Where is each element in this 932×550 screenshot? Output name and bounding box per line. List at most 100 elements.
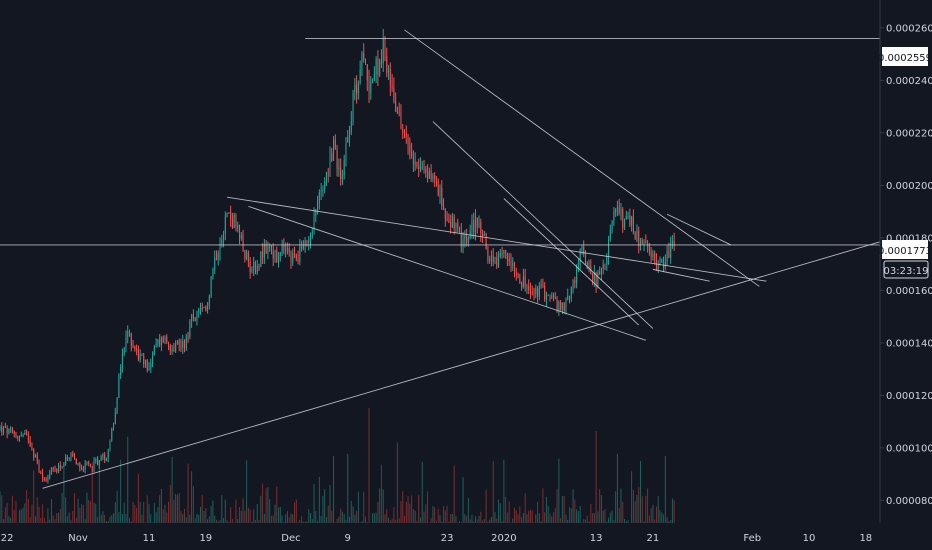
volume-bar bbox=[495, 512, 496, 523]
volume-bar bbox=[299, 520, 300, 523]
volume-bar bbox=[273, 516, 274, 523]
volume-bar bbox=[647, 489, 648, 523]
volume-bar bbox=[345, 520, 346, 523]
volume-bar bbox=[565, 515, 566, 523]
volume-bar bbox=[486, 490, 487, 523]
volume-bar bbox=[558, 459, 559, 523]
volume-bar bbox=[392, 519, 393, 523]
candle-body bbox=[638, 231, 639, 246]
volume-bar bbox=[271, 516, 272, 523]
candle-body bbox=[193, 315, 194, 318]
candle-body bbox=[379, 61, 380, 75]
volume-bar bbox=[136, 508, 137, 523]
candle-body bbox=[408, 137, 409, 145]
volume-bar bbox=[232, 519, 233, 523]
high-level-label: 0.0002559 bbox=[878, 53, 932, 64]
volume-bar bbox=[264, 514, 265, 523]
volume-bar bbox=[312, 519, 313, 523]
volume-bar bbox=[8, 516, 9, 523]
volume-bar bbox=[202, 495, 203, 523]
volume-bar bbox=[548, 506, 549, 523]
candle-body bbox=[500, 253, 501, 256]
volume-bar bbox=[111, 515, 112, 523]
candle-body bbox=[523, 276, 524, 287]
volume-bar bbox=[587, 516, 588, 523]
volume-bar bbox=[528, 511, 529, 523]
candle-body bbox=[526, 286, 527, 287]
candle-body bbox=[86, 463, 87, 464]
volume-bar bbox=[660, 510, 661, 523]
volume-bar bbox=[596, 431, 597, 523]
volume-bar bbox=[576, 509, 577, 523]
volume-bar bbox=[365, 516, 366, 523]
volume-bar bbox=[106, 521, 107, 523]
volume-bar bbox=[473, 521, 474, 523]
candle-body bbox=[271, 246, 272, 251]
candle-body bbox=[97, 459, 98, 465]
candle-body bbox=[23, 435, 24, 436]
candle-body bbox=[583, 247, 584, 255]
volume-bar bbox=[434, 507, 435, 523]
candle-body bbox=[619, 207, 620, 213]
volume-bar bbox=[157, 507, 158, 523]
volume-bar bbox=[7, 503, 8, 523]
volume-bar bbox=[163, 510, 164, 523]
volume-bar bbox=[211, 506, 212, 523]
price-tick-label: 0.0001600 bbox=[886, 286, 932, 297]
candle-body bbox=[406, 133, 407, 137]
candle-body bbox=[35, 455, 36, 457]
candle-body bbox=[404, 133, 405, 134]
candle-body bbox=[450, 222, 451, 227]
volume-bar bbox=[23, 508, 24, 523]
volume-bar bbox=[78, 499, 79, 523]
volume-bar bbox=[441, 521, 442, 523]
volume-bar bbox=[402, 491, 403, 523]
volume-bar bbox=[459, 521, 460, 523]
candle-body bbox=[76, 459, 77, 464]
volume-bar bbox=[383, 489, 384, 523]
candle-body bbox=[438, 181, 439, 195]
volume-bar bbox=[3, 519, 4, 523]
volume-bar bbox=[624, 519, 625, 523]
candle-body bbox=[113, 424, 114, 429]
candle-body bbox=[322, 190, 323, 191]
volume-bar bbox=[363, 492, 364, 523]
candle-body bbox=[562, 303, 563, 310]
candle-body bbox=[218, 253, 219, 260]
candle-body bbox=[127, 332, 128, 337]
volume-bar bbox=[243, 498, 244, 523]
volume-bar bbox=[253, 509, 254, 523]
candle-body bbox=[30, 440, 31, 446]
volume-bar bbox=[464, 514, 465, 523]
candle-body bbox=[376, 59, 377, 73]
candle-body bbox=[422, 167, 423, 168]
candle-body bbox=[528, 286, 529, 290]
volume-bar bbox=[46, 522, 47, 523]
candle-body bbox=[626, 216, 627, 220]
time-tick-label: Nov bbox=[68, 533, 88, 544]
volume-bar bbox=[374, 514, 375, 523]
candle-body bbox=[17, 436, 18, 438]
volume-bar bbox=[255, 520, 256, 523]
candle-body bbox=[24, 433, 25, 435]
candle-body bbox=[92, 467, 93, 468]
volume-bar bbox=[645, 496, 646, 523]
volume-bar bbox=[10, 518, 11, 523]
volume-bar bbox=[601, 495, 602, 523]
volume-bar bbox=[440, 515, 441, 523]
candle-body bbox=[200, 308, 201, 309]
volume-bar bbox=[620, 489, 621, 523]
volume-bar bbox=[447, 506, 448, 523]
volume-bar bbox=[617, 454, 618, 523]
candle-body bbox=[241, 235, 242, 238]
candle-body bbox=[290, 252, 291, 261]
volume-bar bbox=[493, 461, 494, 523]
candle-body bbox=[413, 157, 414, 164]
price-tick-label: 0.0001200 bbox=[886, 391, 932, 402]
candle-body bbox=[443, 206, 444, 208]
volume-bar bbox=[321, 516, 322, 523]
candle-body bbox=[69, 457, 70, 458]
candle-body bbox=[74, 456, 75, 459]
candle-body bbox=[507, 253, 508, 258]
